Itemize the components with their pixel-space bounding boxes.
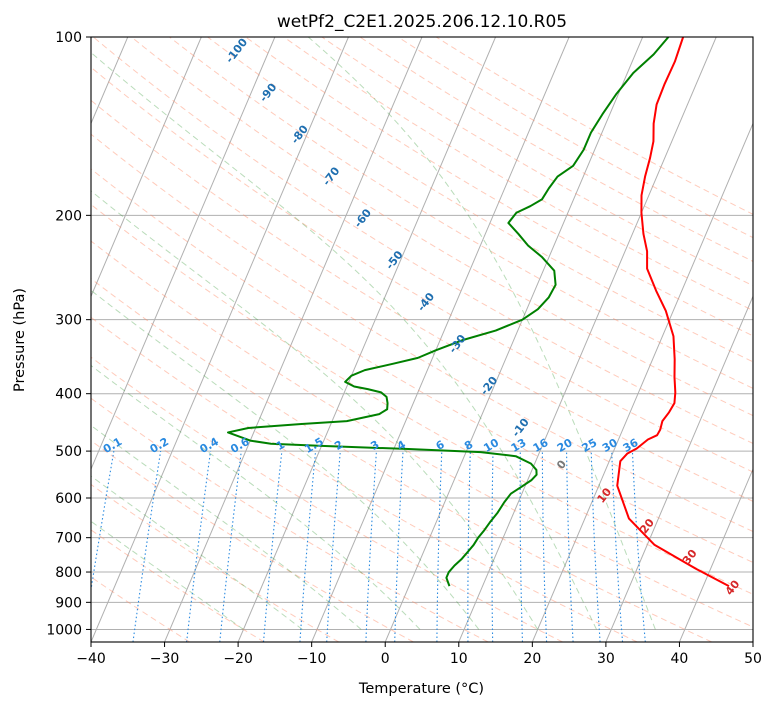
dry-adiabat <box>435 37 753 215</box>
plot-area <box>91 37 753 642</box>
x-tick-label: 20 <box>523 651 541 667</box>
moist-adiabat <box>91 51 597 630</box>
y-tick-label: 800 <box>55 565 82 581</box>
y-tick-label: 300 <box>55 313 82 329</box>
x-tick-label: 30 <box>597 651 615 667</box>
dry-adiabat <box>91 240 753 628</box>
y-tick-label: 1000 <box>46 622 82 638</box>
x-axis-title: Temperature (°C) <box>358 681 484 697</box>
plot-frame <box>90 36 754 643</box>
y-tick-label: 100 <box>55 30 82 46</box>
mixing-ratio-line <box>91 451 115 594</box>
chart-title: wetPf2_C2E1.2025.206.12.10.R05 <box>277 12 567 32</box>
isotherm-gridline <box>91 37 349 642</box>
dry-adiabat <box>92 37 753 445</box>
y-tick-label: 900 <box>55 595 82 611</box>
moist-adiabat <box>307 37 656 630</box>
mixing-ratio-line <box>219 451 242 642</box>
dry-adiabat <box>91 356 563 642</box>
dry-adiabat <box>91 203 753 595</box>
x-tick-label: 40 <box>671 651 689 667</box>
moist-adiabat <box>91 520 244 630</box>
x-tick-label: 50 <box>744 651 762 667</box>
y-tick-label: 500 <box>55 444 82 460</box>
isotherm-gridline <box>91 37 202 298</box>
isotherm-gridline <box>237 37 497 642</box>
isotherm-gridline <box>458 37 717 642</box>
isotherm-gridline <box>678 467 753 642</box>
temperature-profile-line <box>616 37 730 587</box>
isotherm-gridline <box>384 37 644 642</box>
dry-adiabat <box>91 316 638 642</box>
y-tick-label: 600 <box>55 491 82 507</box>
mixing-ratio-line <box>262 451 283 642</box>
x-tick-label: −40 <box>76 651 106 667</box>
moist-adiabat <box>91 424 362 630</box>
x-tick-label: −20 <box>223 651 253 667</box>
isotherm-gridline <box>531 122 753 642</box>
dry-adiabat <box>169 37 753 389</box>
x-axis: −40 −30 −20 −10 0 10 20 30 40 50 <box>76 642 762 667</box>
isotherm-gridline <box>91 37 276 471</box>
x-tick-label: 10 <box>450 651 468 667</box>
y-tick-label: 700 <box>55 531 82 547</box>
x-tick-label: 0 <box>381 651 390 667</box>
dry-adiabat <box>91 168 753 563</box>
dry-adiabat <box>91 440 414 642</box>
mixing-ratio-line <box>299 451 317 642</box>
x-tick-label: −10 <box>297 651 327 667</box>
x-tick-label: −30 <box>150 651 180 667</box>
moist-adiabat <box>91 289 480 630</box>
y-axis: 100 200 300 400 500 600 700 800 900 1000 <box>46 30 91 638</box>
dry-adiabat <box>91 133 753 533</box>
dry-adiabat <box>91 483 340 642</box>
isotherm-gridline <box>605 295 753 642</box>
y-axis-title: Pressure (hPa) <box>12 288 28 392</box>
y-tick-label: 200 <box>55 208 82 224</box>
dry-adiabat <box>397 37 753 239</box>
mixing-ratio-line <box>186 451 212 642</box>
y-tick-label: 400 <box>55 387 82 403</box>
dewpoint-profile-line <box>226 37 670 587</box>
dry-adiabat <box>131 37 753 417</box>
mixing-ratio-line <box>132 451 162 642</box>
isotherm-gridline <box>164 37 423 642</box>
dry-adiabat <box>91 66 753 473</box>
isotherm-gridline <box>311 37 570 642</box>
dry-adiabat <box>91 99 753 502</box>
